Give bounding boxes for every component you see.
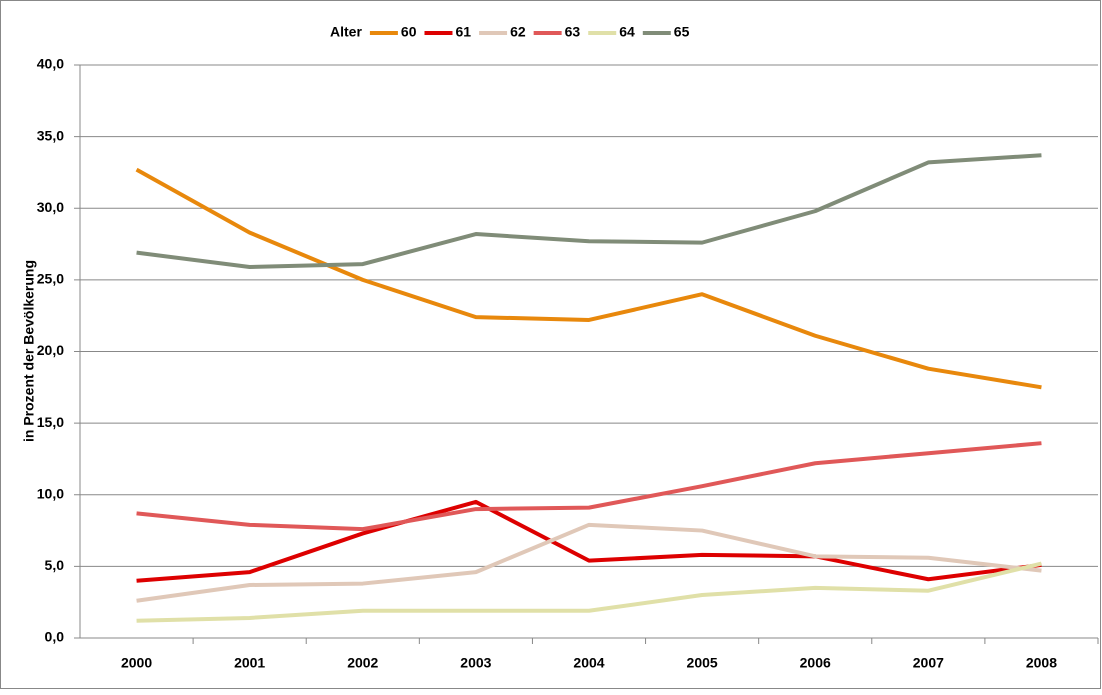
y-tick-label: 10,0 <box>37 485 64 501</box>
series-line <box>136 561 1042 623</box>
legend-label: 62 <box>510 24 526 40</box>
series-line <box>136 441 1042 532</box>
series-line <box>136 153 1042 269</box>
x-tick-label: 2006 <box>800 655 831 671</box>
x-tick-label: 2000 <box>121 655 152 671</box>
series-line <box>135 167 1042 390</box>
legend-label: 65 <box>674 24 690 40</box>
x-tick-label: 2007 <box>913 655 944 671</box>
series-line <box>136 522 1042 603</box>
y-tick-label: 25,0 <box>37 271 64 287</box>
y-tick-label: 40,0 <box>37 56 64 72</box>
x-tick-label: 2003 <box>460 655 491 671</box>
legend-label: 61 <box>455 24 471 40</box>
x-tick-label: 2001 <box>234 655 265 671</box>
legend-title: Alter <box>330 24 362 40</box>
y-tick-label: 15,0 <box>37 414 64 430</box>
y-tick-label: 5,0 <box>45 557 65 573</box>
legend-label: 64 <box>619 24 635 40</box>
y-axis-title: in Prozent der Bevölkerung <box>21 260 37 442</box>
y-tick-label: 35,0 <box>37 127 64 143</box>
x-tick-label: 2008 <box>1026 655 1057 671</box>
legend-label: 63 <box>565 24 581 40</box>
x-tick-label: 2005 <box>687 655 718 671</box>
x-tick-label: 2004 <box>573 655 604 671</box>
legend-label: 60 <box>401 24 417 40</box>
y-tick-label: 0,0 <box>45 629 65 645</box>
series-line <box>136 499 1042 583</box>
x-tick-label: 2002 <box>347 655 378 671</box>
y-tick-label: 20,0 <box>37 342 64 358</box>
y-tick-label: 30,0 <box>37 199 64 215</box>
